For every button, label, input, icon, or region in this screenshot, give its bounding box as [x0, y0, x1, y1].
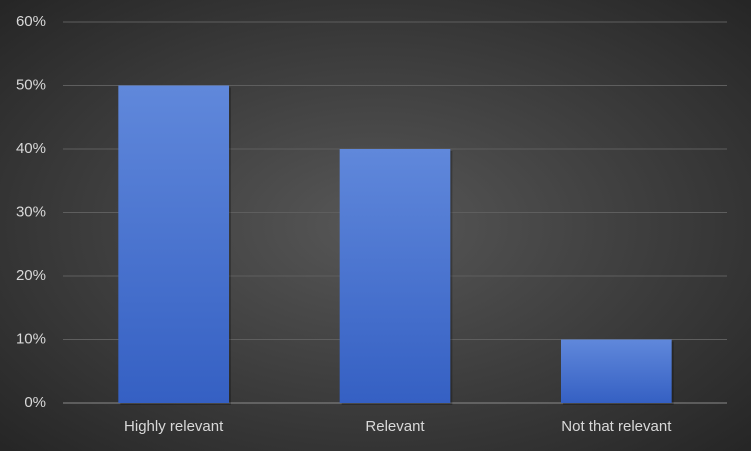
- bars: [118, 85, 674, 405]
- y-tick-label: 40%: [16, 140, 46, 157]
- x-tick-label: Relevant: [365, 418, 425, 435]
- y-tick-label: 30%: [16, 203, 46, 220]
- y-tick-label: 10%: [16, 330, 46, 347]
- y-tick-label: 0%: [24, 394, 46, 411]
- y-tick-label: 50%: [16, 76, 46, 93]
- y-tick-label: 60%: [16, 13, 46, 30]
- bar: [118, 85, 229, 403]
- y-tick-label: 20%: [16, 267, 46, 284]
- bar: [561, 339, 672, 403]
- bar: [339, 149, 451, 403]
- x-tick-label: Not that relevant: [561, 418, 672, 435]
- x-tick-label: Highly relevant: [124, 418, 224, 435]
- labels: 0% 10% 20% 30% 40% 50% 60% Highly relevant Relev…: [16, 13, 672, 435]
